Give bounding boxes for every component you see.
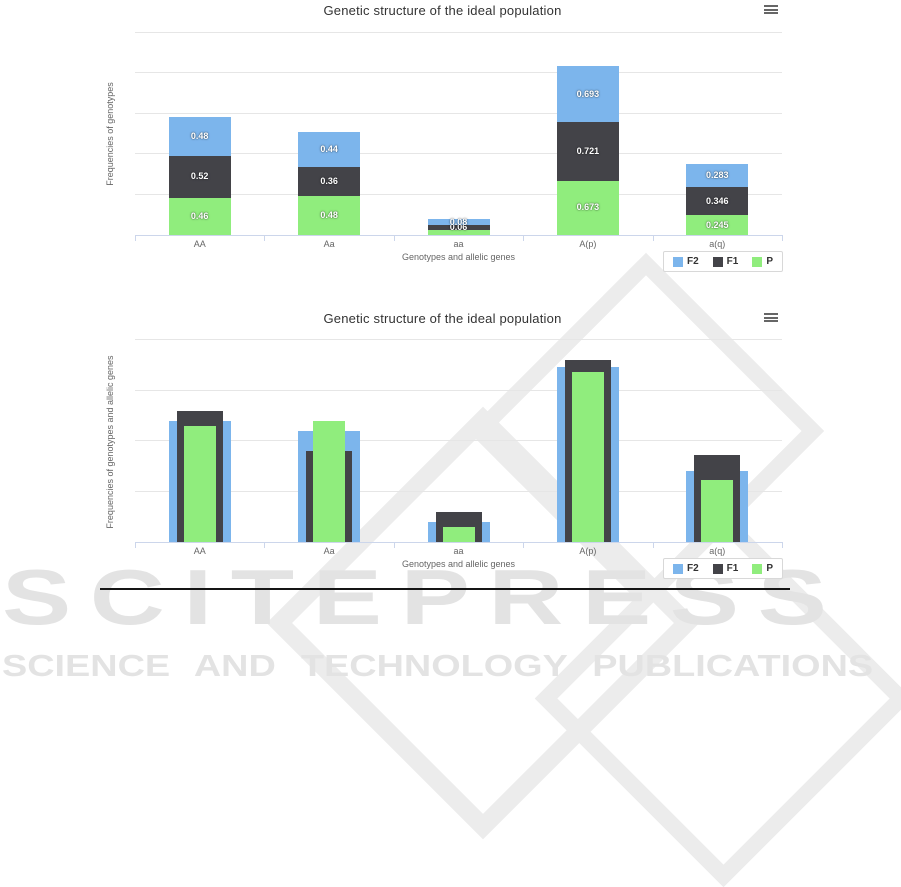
x-axis-title: Genotypes and allelic genes (401, 252, 516, 262)
bar-P-Aa[interactable] (313, 420, 346, 542)
bar-P-A(p)[interactable] (571, 372, 604, 542)
legend-item-P[interactable]: P (752, 563, 773, 574)
bar-P-AA[interactable] (183, 425, 216, 542)
bar-segment-P-AA[interactable]: 0.46 (168, 197, 231, 235)
bar-segment-P-Aa[interactable]: 0.48 (298, 196, 361, 235)
gridline (135, 193, 782, 195)
x-axis-tick (393, 235, 395, 241)
legend: F2 F1 P (662, 558, 783, 579)
x-axis-label: AA (193, 546, 206, 556)
bar-segment-F2-a(q)[interactable]: 0.283 (686, 164, 749, 188)
y-axis-title: Frequencies of genotypes (105, 82, 115, 186)
x-axis-label: a(q) (709, 546, 726, 556)
bar-segment-F1-aa[interactable]: 0.06 (427, 223, 490, 232)
legend-item-F2[interactable]: F2 (672, 256, 699, 267)
x-axis-tick (393, 542, 395, 548)
x-axis-labels: AA Aa aa A(p) a(q) (135, 546, 782, 558)
x-axis-label: aa (453, 546, 464, 556)
bar-segment-F2-Aa[interactable]: 0.44 (298, 131, 361, 168)
x-axis-tick (264, 235, 266, 241)
x-axis-title: Genotypes and allelic genes (401, 559, 516, 569)
bar-segment-F2-aa[interactable]: 0.08 (427, 217, 490, 226)
legend-label: F1 (726, 256, 739, 267)
figure-divider-rule (100, 588, 790, 590)
legend-swatch (672, 563, 683, 574)
x-axis-tick (264, 542, 266, 548)
bar-segment-F2-A(p)[interactable]: 0.693 (556, 66, 619, 123)
x-axis-tick (135, 235, 136, 241)
bar-segment-F1-Aa[interactable]: 0.36 (298, 167, 361, 197)
bar-segment-F1-a(q)[interactable]: 0.346 (686, 187, 749, 216)
chart-title: Genetic structure of the ideal populatio… (323, 3, 562, 18)
plot-area: 0.46 0.52 0.48 0.48 0.36 0.44 0.06 0.08 0.673 0.7… (135, 32, 783, 241)
gridline (135, 112, 782, 114)
gridline (135, 389, 782, 391)
legend-label: F1 (726, 563, 739, 574)
x-axis-tick (652, 542, 654, 548)
gridline (135, 72, 782, 74)
x-axis-label: AA (193, 239, 206, 249)
x-axis-label: a(q) (709, 239, 726, 249)
bar-segment-F1-AA[interactable]: 0.52 (168, 155, 231, 198)
x-axis-tick (652, 235, 654, 241)
x-axis-tick (523, 542, 525, 548)
bar-segment-F2-AA[interactable]: 0.48 (168, 117, 231, 156)
legend-swatch (752, 256, 763, 267)
legend-swatch (712, 256, 723, 267)
bar-segment-P-aa[interactable] (427, 230, 490, 235)
legend-label: F2 (686, 563, 699, 574)
gridline (135, 339, 782, 340)
x-axis-label: A(p) (579, 239, 597, 249)
plot-area (135, 339, 783, 548)
x-axis-label: aa (453, 239, 464, 249)
bar-segment-P-A(p)[interactable]: 0.673 (556, 180, 619, 235)
gridline (135, 440, 782, 441)
bar-P-aa[interactable] (442, 526, 475, 542)
chart-export-menu-icon[interactable] (764, 5, 778, 16)
chart-title: Genetic structure of the ideal populatio… (323, 311, 562, 326)
gridline (135, 32, 782, 33)
legend: F2 F1 P (662, 251, 783, 272)
x-axis-tick (782, 542, 783, 548)
legend-swatch (672, 256, 683, 267)
x-axis-labels: AA Aa aa A(p) a(q) (135, 239, 782, 251)
legend-label: P (766, 563, 773, 574)
x-axis-label: A(p) (579, 546, 597, 556)
gridline (135, 490, 782, 492)
x-axis-tick (782, 235, 783, 241)
legend-swatch (752, 563, 763, 574)
gridline (135, 153, 782, 155)
x-axis-tick (135, 542, 136, 548)
chart-export-menu-icon[interactable] (764, 313, 778, 324)
bar-segment-F1-A(p)[interactable]: 0.721 (556, 122, 619, 181)
watermark-tagline-text: SCIENCE AND TECHNOLOGY PUBLICATIONS (2, 648, 874, 683)
bar-P-a(q)[interactable] (701, 480, 734, 542)
legend-label: F2 (686, 256, 699, 267)
legend-label: P (766, 256, 773, 267)
overlap-genotype-chart: Genetic structure of the ideal populatio… (95, 308, 790, 608)
legend-item-P[interactable]: P (752, 256, 773, 267)
legend-item-F1[interactable]: F1 (712, 563, 739, 574)
bar-segment-P-a(q)[interactable]: 0.245 (686, 215, 749, 235)
x-axis-label: Aa (323, 239, 335, 249)
y-axis-title: Frequencies of genotypes and allelic gen… (105, 355, 115, 529)
legend-item-F1[interactable]: F1 (712, 256, 739, 267)
legend-swatch (712, 563, 723, 574)
x-axis-tick (523, 235, 525, 241)
stacked-genotype-chart: Genetic structure of the ideal populatio… (95, 0, 790, 300)
x-axis-label: Aa (323, 546, 335, 556)
legend-item-F2[interactable]: F2 (672, 563, 699, 574)
